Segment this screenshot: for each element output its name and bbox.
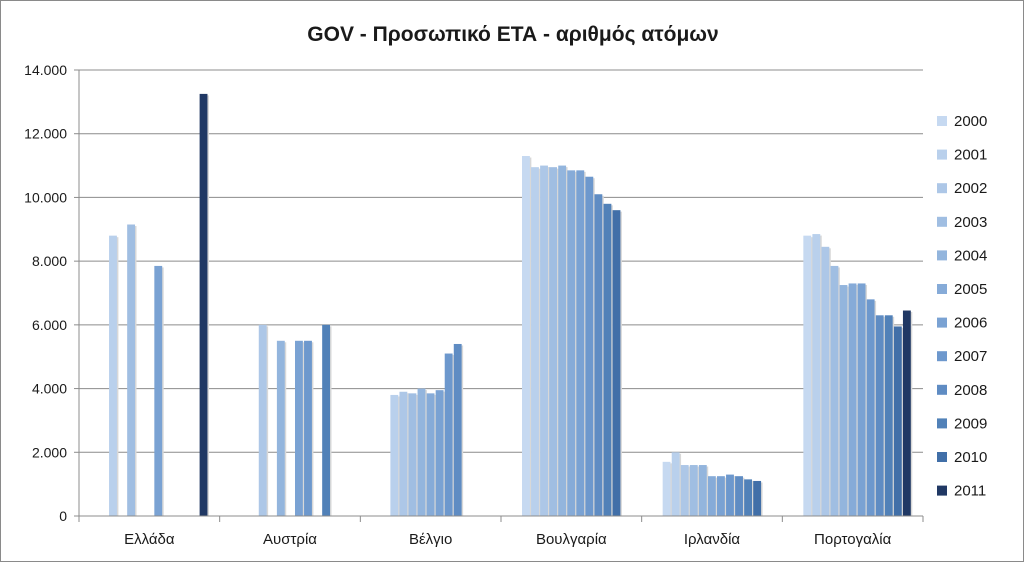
legend: 2000 2001 2002 2003 2004 2005 2006 2007 2008 2009…	[937, 113, 987, 500]
y-tick-label: 10.000	[24, 189, 67, 205]
bar-2011	[902, 310, 911, 516]
y-tick-label: 14.000	[24, 62, 67, 78]
bar-2004	[698, 465, 707, 516]
bar-2000	[803, 235, 812, 516]
x-axis: Ελλάδα Αυστρία Βέλγιο Βουλγαρία Ιρλανδία Πορτ…	[78, 515, 924, 548]
bar-2008	[453, 343, 462, 516]
bar-2006	[857, 283, 866, 516]
bar-2006	[295, 340, 303, 516]
bar-2009	[603, 203, 612, 517]
legend-label: 2007	[954, 348, 987, 365]
bar-2005	[567, 170, 576, 516]
y-tick-label: 8.000	[32, 253, 67, 269]
bar-2004	[417, 388, 426, 516]
x-tick-label: Ιρλανδία	[684, 531, 741, 548]
legend-label: 2004	[954, 247, 987, 264]
bar-2006	[576, 170, 585, 516]
x-tick-label: Βουλγαρία	[536, 531, 607, 548]
legend-label: 2005	[954, 281, 987, 298]
legend-label: 2000	[954, 113, 987, 130]
bar-2007	[585, 176, 594, 516]
bar-2011	[199, 93, 208, 517]
bar-2001	[812, 234, 821, 517]
bar-2003	[549, 167, 558, 516]
y-tick-label: 6.000	[32, 317, 67, 333]
legend-label: 2010	[954, 449, 987, 466]
bar-2001	[671, 452, 680, 516]
bar-2003	[408, 393, 417, 516]
bar-2010	[893, 326, 902, 516]
bar-2008	[875, 315, 884, 516]
bar-2008	[735, 476, 743, 516]
bars	[109, 93, 913, 517]
bar-2003	[127, 224, 136, 516]
legend-swatch	[937, 183, 947, 194]
bar-2005	[848, 283, 857, 516]
bar-2004	[276, 340, 285, 516]
bar-2000	[522, 156, 530, 516]
y-tick-label: 4.000	[32, 381, 67, 397]
chart-title: GOV - Προσωπικό ΕΤΑ - αριθμός ατόμων	[307, 23, 718, 46]
legend-label: 2009	[954, 415, 987, 432]
gridlines	[79, 69, 923, 453]
bar-2002	[680, 465, 689, 516]
y-tick-label: 0	[59, 508, 67, 524]
y-tick-label: 2.000	[32, 444, 67, 460]
legend-label: 2001	[954, 147, 987, 164]
legend-label: 2008	[954, 382, 987, 399]
bar-2007	[304, 340, 312, 516]
bar-2010	[753, 480, 762, 516]
legend-swatch	[937, 317, 947, 328]
x-tick-label: Αυστρία	[263, 531, 317, 548]
bar-2009	[744, 479, 753, 516]
x-tick-label: Ελλάδα	[124, 531, 175, 548]
bar-2002	[540, 165, 548, 517]
legend-swatch	[937, 418, 947, 429]
legend-swatch	[937, 149, 947, 160]
legend-swatch	[937, 284, 947, 294]
bar-2007	[444, 353, 453, 516]
bar-2001	[531, 167, 539, 516]
bar-2004	[558, 165, 567, 517]
legend-swatch	[937, 384, 947, 395]
legend-swatch	[937, 485, 947, 496]
bar-2004	[839, 285, 848, 516]
bar-2001	[109, 235, 117, 516]
y-axis: 0 2.000 4.000 6.000 8.000 10.000 12.000 14.000	[24, 62, 80, 524]
legend-label: 2002	[954, 180, 987, 197]
legend-swatch	[937, 351, 947, 362]
legend-swatch	[937, 250, 947, 261]
bar-2009	[884, 315, 893, 516]
bar-2007	[726, 474, 734, 516]
legend-swatch	[937, 452, 947, 462]
bar-2010	[612, 210, 621, 516]
bar-2005	[426, 393, 435, 516]
bar-2009	[322, 324, 331, 516]
bar-2001	[390, 394, 399, 516]
legend-label: 2003	[954, 214, 987, 231]
bar-2002	[399, 391, 408, 516]
bar-2006	[435, 390, 444, 516]
legend-label: 2006	[954, 315, 987, 332]
bar-2006	[717, 476, 725, 516]
legend-label: 2011	[954, 483, 986, 500]
legend-swatch	[937, 116, 947, 126]
bar-2002	[258, 324, 267, 516]
bar-2007	[866, 299, 875, 516]
y-tick-label: 12.000	[24, 126, 67, 142]
bar-2006	[154, 265, 163, 516]
bar-2002	[821, 246, 830, 517]
bar-2000	[662, 461, 671, 516]
legend-swatch	[937, 216, 947, 227]
bar-2008	[594, 194, 603, 516]
x-tick-label: Πορτογαλία	[814, 531, 892, 548]
x-tick-label: Βέλγιο	[409, 531, 452, 548]
bar-2005	[707, 476, 716, 516]
bar-2003	[689, 465, 698, 516]
bar-2003	[830, 265, 839, 516]
